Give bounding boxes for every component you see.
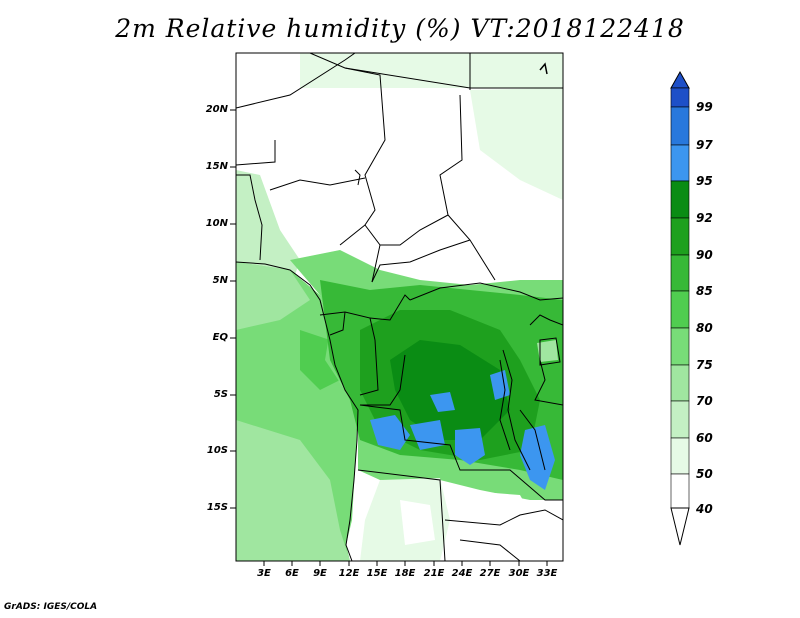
map-title: 2m Relative humidity (%) VT:2018122418: [115, 14, 685, 43]
colorbar-label: 92: [696, 211, 713, 225]
lat-label: 5S: [213, 389, 228, 400]
south-dry-core: [400, 500, 435, 545]
lon-label: 21E: [423, 568, 445, 579]
lon-label: 6E: [285, 568, 299, 579]
lon-label: 12E: [338, 568, 360, 579]
map-frame: [235, 52, 564, 562]
basin-very-wet: [390, 340, 510, 440]
colorbar-label: 50: [696, 467, 713, 481]
colorbar-label: 40: [696, 502, 713, 516]
lat-label: 15N: [205, 161, 228, 172]
lat-label: 15S: [206, 502, 228, 513]
north-haze: [300, 53, 563, 88]
coastline: [236, 261, 359, 561]
northeast-haze: [470, 88, 563, 200]
colorbar-label: 97: [696, 138, 713, 152]
lake-victoria: [537, 340, 558, 362]
lat-label: 10S: [206, 445, 228, 456]
colorbar-label: 70: [696, 394, 713, 408]
saturated-spot: [520, 425, 555, 490]
lon-label: 18E: [394, 568, 416, 579]
colorbar-top-arrow: [670, 70, 690, 89]
lat-label: EQ: [212, 332, 228, 343]
humidity-field: [236, 53, 563, 561]
lon-label: 9E: [313, 568, 327, 579]
gulf-guinea-moist: [236, 262, 310, 330]
lake-outline: [539, 62, 548, 75]
colorbar-label: 80: [696, 321, 713, 335]
country-borders: [236, 53, 563, 561]
grads-credit: GrADS: IGES/COLA: [4, 602, 98, 612]
lat-label: 20N: [205, 104, 228, 115]
colorbar-label: 60: [696, 431, 713, 445]
lat-label: 5N: [212, 275, 228, 286]
lon-label: 30E: [508, 568, 530, 579]
colorbar-label: 95: [696, 174, 713, 188]
lat-label: 10N: [205, 218, 228, 229]
saturated-spot: [370, 415, 410, 450]
colorbar-label: 90: [696, 248, 713, 262]
colorbar-label: 85: [696, 284, 713, 298]
colorbar-bottom-arrow: [670, 507, 690, 546]
saturated-spot: [410, 420, 445, 450]
south-dry-core: [450, 490, 540, 561]
colorbar-label: 75: [696, 358, 713, 372]
south-ocean-moist: [236, 420, 350, 561]
lon-label: 27E: [479, 568, 501, 579]
saturated-spot: [455, 428, 485, 465]
colorbar-label: 99: [696, 100, 713, 114]
axis-ticks: [230, 109, 548, 566]
lake-chad: [354, 169, 361, 186]
lon-label: 15E: [366, 568, 388, 579]
colorbar: [670, 70, 690, 546]
lon-label: 24E: [451, 568, 473, 579]
lon-label: 33E: [536, 568, 558, 579]
lon-label: 3E: [257, 568, 271, 579]
saturated-spot: [430, 392, 455, 412]
